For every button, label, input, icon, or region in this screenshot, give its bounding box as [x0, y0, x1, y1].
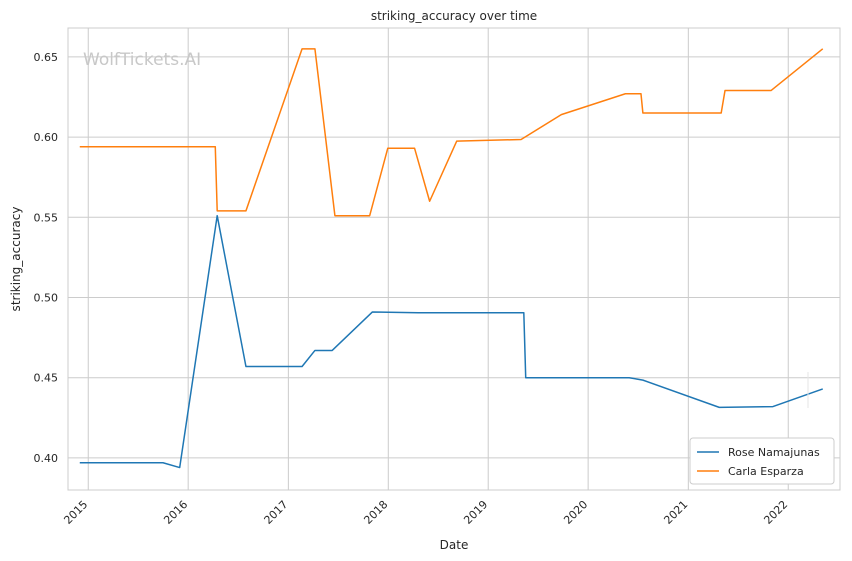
y-tick-labels: 0.40 0.45 0.50 0.55 0.60 0.65 [34, 51, 59, 465]
legend-label-carla-esparza: Carla Esparza [728, 465, 804, 478]
legend: Rose Namajunas Carla Esparza [689, 437, 835, 485]
series-lines [79, 48, 824, 469]
series-line-rose-namajunas [79, 214, 824, 469]
legend-label-rose-namajunas: Rose Namajunas [728, 446, 820, 459]
x-axis-title: Date [440, 538, 469, 552]
y-tick-label: 0.50 [34, 292, 59, 305]
y-tick-label: 0.40 [34, 452, 59, 465]
y-axis-title: striking_accuracy [9, 207, 23, 312]
y-tick-label: 0.60 [34, 131, 59, 144]
watermark: WolfTickets.AI [83, 50, 201, 70]
y-tick-label: 0.45 [34, 372, 59, 385]
y-tick-label: 0.55 [34, 211, 59, 224]
series-line-carla-esparza [79, 48, 824, 217]
chart-title: striking_accuracy over time [371, 9, 537, 23]
grid [68, 28, 840, 490]
legend-box [689, 437, 835, 485]
y-tick-label: 0.65 [34, 51, 59, 64]
plot-area-frame [67, 27, 841, 491]
